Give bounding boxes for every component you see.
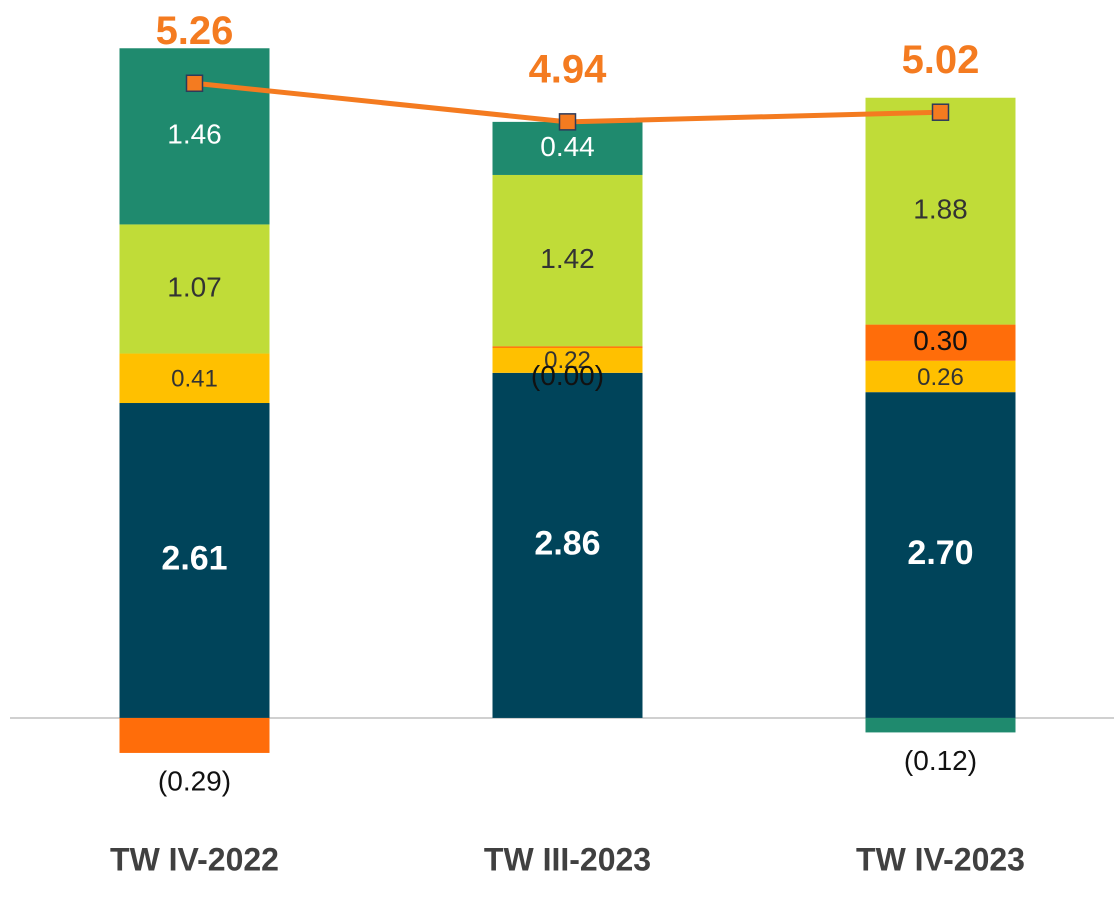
bar-segment — [119, 224, 270, 354]
bar-segment — [119, 403, 270, 718]
bar-segment — [119, 353, 270, 404]
bar-segment — [492, 372, 643, 718]
x-tick-label: TW IV-2022 — [110, 841, 279, 877]
bar-segment — [492, 346, 643, 373]
data-label: 1.46 — [167, 119, 222, 150]
data-label: 1.42 — [540, 243, 595, 274]
bar-segment — [865, 324, 1016, 361]
bar-segment — [492, 174, 643, 347]
line-marker — [185, 74, 204, 93]
data-label: 0.30 — [913, 325, 968, 356]
bar-segment — [865, 392, 1016, 718]
data-label: 2.70 — [907, 534, 973, 572]
data-label: 0.26 — [917, 364, 964, 391]
data-label: 2.86 — [534, 524, 600, 562]
total-label: 4.94 — [529, 47, 608, 91]
total-label: 5.26 — [156, 9, 234, 53]
data-label: 0.22 — [544, 347, 591, 374]
data-label: (0.12) — [904, 745, 977, 776]
data-label: (0.29) — [158, 765, 231, 796]
total-label: 5.02 — [902, 38, 980, 82]
bar-segment — [865, 717, 1016, 733]
x-tick-label: TW III-2023 — [484, 841, 651, 877]
data-label: (0.00) — [531, 360, 604, 391]
line-marker — [558, 113, 577, 131]
bar-segment — [119, 717, 270, 753]
bar-segment — [865, 360, 1016, 393]
line-marker — [931, 103, 950, 121]
data-label: 2.61 — [161, 539, 227, 577]
bar-segment — [492, 346, 643, 348]
data-label: 1.88 — [913, 194, 968, 225]
bar-segment — [865, 97, 1016, 325]
data-label: 1.07 — [167, 271, 222, 302]
data-label: 0.41 — [171, 366, 218, 393]
bar-segment — [492, 121, 643, 175]
data-label: 0.44 — [540, 131, 595, 162]
x-tick-label: TW IV-2023 — [856, 841, 1025, 877]
